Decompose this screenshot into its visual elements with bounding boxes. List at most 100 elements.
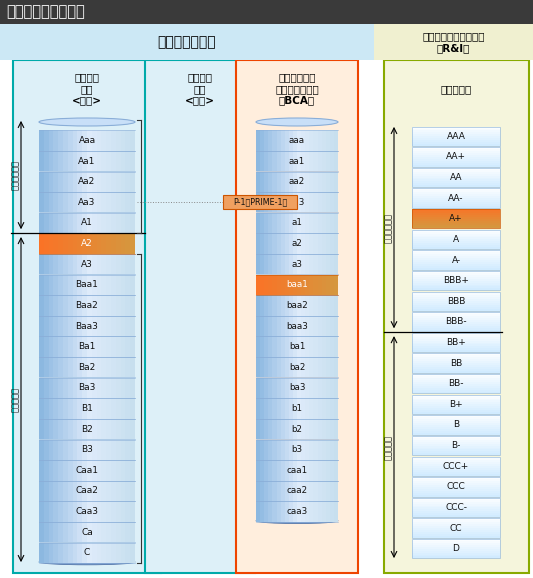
Bar [412, 339, 500, 340]
Bar [289, 192, 293, 213]
Bar [412, 172, 500, 173]
Bar [313, 440, 318, 460]
Bar [106, 192, 111, 213]
Bar [82, 336, 87, 357]
Bar [260, 151, 264, 171]
Bar [96, 481, 101, 501]
Bar [301, 254, 305, 275]
Bar [272, 378, 277, 398]
Bar [264, 192, 268, 213]
Bar [326, 502, 330, 522]
Bar [334, 151, 338, 171]
Bar [412, 406, 500, 408]
Bar [309, 440, 313, 460]
Bar [58, 398, 63, 418]
Bar [277, 357, 280, 377]
Bar [330, 460, 334, 480]
Bar [301, 357, 305, 377]
Bar [63, 234, 68, 254]
Bar [256, 460, 260, 480]
Bar [412, 502, 500, 503]
Bar [39, 481, 44, 501]
Bar [120, 419, 125, 439]
Bar [68, 398, 72, 418]
Bar [293, 130, 297, 151]
Bar [68, 481, 72, 501]
Bar [297, 234, 301, 254]
Bar [289, 151, 293, 171]
Bar [260, 460, 264, 480]
Bar [412, 530, 500, 532]
Bar [72, 419, 77, 439]
Bar [412, 526, 500, 528]
Text: A: A [453, 235, 459, 244]
Bar [297, 357, 301, 377]
Bar [116, 357, 120, 377]
Text: B2: B2 [81, 425, 93, 434]
Text: A3: A3 [81, 260, 93, 269]
Bar [412, 557, 500, 558]
Bar [412, 232, 500, 234]
Bar [412, 243, 500, 245]
Bar [326, 234, 330, 254]
Bar [309, 398, 313, 418]
Bar [39, 357, 44, 377]
Text: b2: b2 [292, 425, 303, 434]
Bar [96, 357, 101, 377]
Bar [268, 502, 272, 522]
Bar [412, 316, 500, 318]
Bar [280, 378, 285, 398]
Bar [82, 502, 87, 522]
Bar [44, 378, 49, 398]
Bar [39, 460, 44, 480]
Bar [87, 130, 92, 151]
Bar [412, 209, 500, 211]
Text: Aa1: Aa1 [78, 157, 96, 165]
Bar [53, 481, 58, 501]
Bar [293, 192, 297, 213]
Bar [301, 440, 305, 460]
Bar [101, 419, 106, 439]
Bar [412, 173, 500, 176]
Bar [318, 336, 321, 357]
Bar [68, 460, 72, 480]
Bar [77, 275, 82, 295]
Bar [58, 543, 63, 563]
Bar [334, 172, 338, 192]
Bar [412, 131, 500, 132]
Text: BBB-: BBB- [445, 317, 467, 327]
Bar [63, 378, 68, 398]
Bar [272, 192, 277, 213]
Bar [120, 234, 125, 254]
Bar [106, 460, 111, 480]
Bar [330, 440, 334, 460]
Bar [111, 130, 116, 151]
Bar [111, 172, 116, 192]
Bar [293, 460, 297, 480]
Bar [68, 336, 72, 357]
Text: Caa3: Caa3 [76, 507, 99, 516]
Bar [111, 419, 116, 439]
Bar [289, 378, 293, 398]
Bar [87, 543, 92, 563]
Bar [412, 271, 500, 273]
Text: 銀行預金
格付
<短期>: 銀行預金 格付 <短期> [185, 72, 215, 106]
Bar [412, 415, 500, 417]
Bar [330, 192, 334, 213]
Bar [305, 419, 309, 439]
Bar [260, 398, 264, 418]
Bar [277, 502, 280, 522]
Bar [39, 254, 44, 275]
Bar [125, 192, 130, 213]
Bar [111, 378, 116, 398]
Bar [293, 440, 297, 460]
Bar [301, 234, 305, 254]
Bar [106, 130, 111, 151]
Bar [330, 481, 334, 501]
Bar [412, 431, 500, 433]
Bar [272, 419, 277, 439]
Bar [68, 254, 72, 275]
Bar [87, 151, 92, 171]
Bar [301, 460, 305, 480]
Bar [334, 130, 338, 151]
